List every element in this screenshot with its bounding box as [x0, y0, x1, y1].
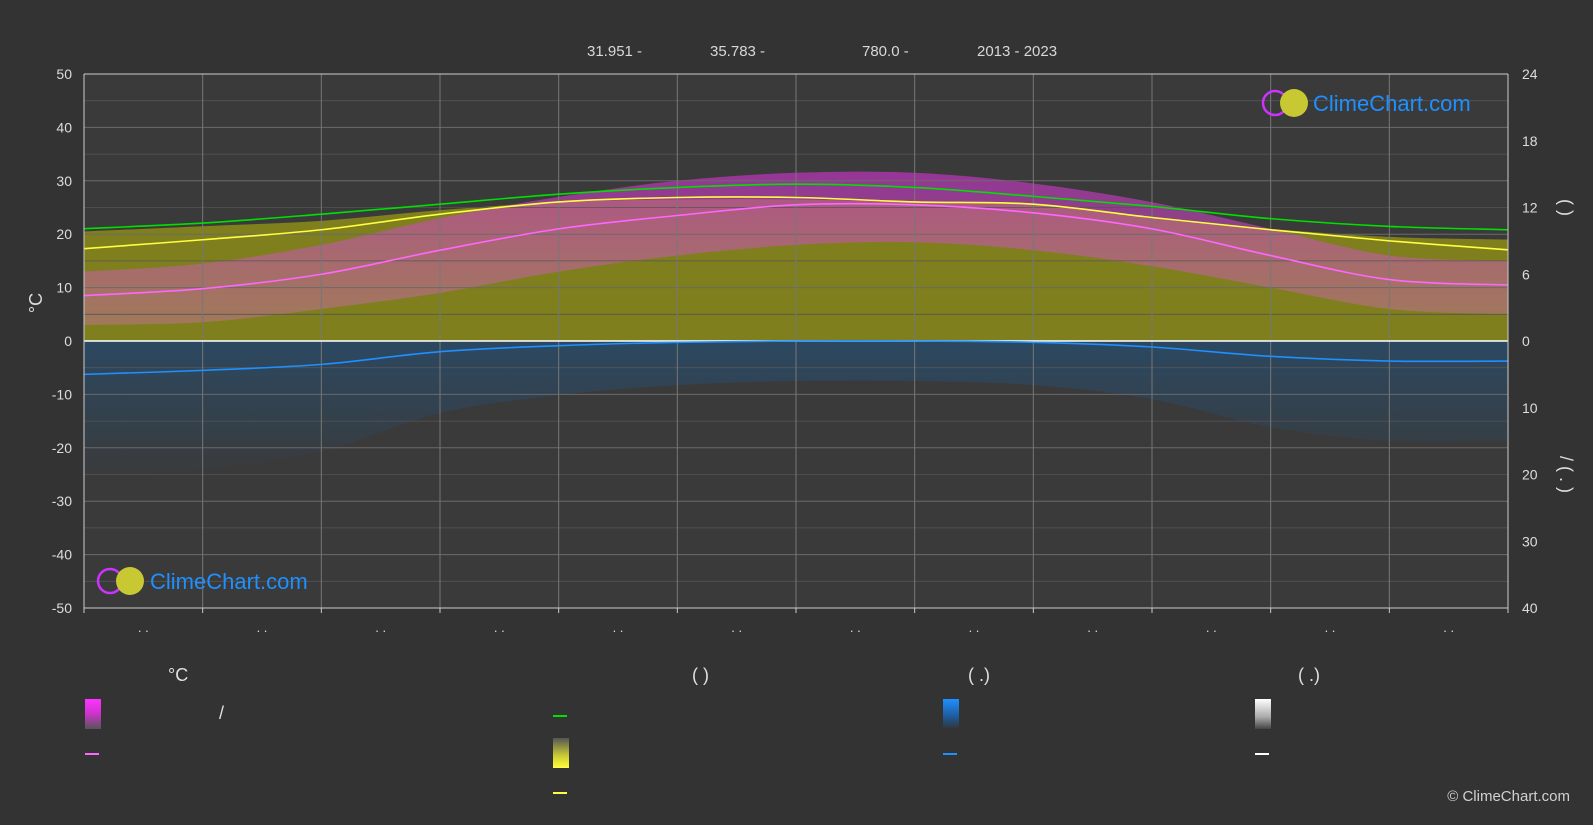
legend-snow-swatch: [1255, 699, 1271, 729]
x-tick-label: . .: [613, 620, 624, 635]
y-right-top-tick-label: 24: [1522, 66, 1538, 82]
y-left-tick-label: 30: [56, 173, 72, 189]
y-right-bottom-tick-label: 20: [1522, 467, 1538, 483]
y-left-tick-label: -50: [52, 600, 72, 616]
logo-top-text: ClimeChart.com: [1313, 91, 1471, 116]
legend-snow-line-swatch: [1255, 753, 1269, 755]
series-line-sunshine: [84, 196, 1508, 251]
y-left-tick-label: -30: [52, 493, 72, 509]
y-left-axis-label: °C: [26, 293, 46, 313]
series-line-avg_temp: [84, 202, 1508, 297]
logo-bottom: ClimeChart.com: [96, 567, 308, 595]
logo-top: ClimeChart.com: [1261, 89, 1471, 117]
legend-sunshine-line-swatch: [553, 792, 567, 794]
legend-temp-heading: °C: [168, 665, 189, 685]
x-tick-label: . .: [850, 620, 861, 635]
y-right-top-tick-label: 6: [1522, 266, 1530, 282]
legend-sunshine-swatch: [553, 738, 569, 768]
y-right-top-tick-label: 0: [1522, 333, 1530, 349]
logo-bottom-text: ClimeChart.com: [150, 569, 308, 594]
y-right-top-axis-label: ( ): [1556, 199, 1576, 216]
y-right-top-tick-label: 18: [1522, 133, 1538, 149]
y-left-tick-label: 50: [56, 66, 72, 82]
header-latitude: 31.951 -: [587, 43, 643, 60]
x-tick-label: . .: [494, 620, 505, 635]
legend-temp-slash: /: [219, 703, 225, 723]
x-tick-label: . .: [1325, 620, 1336, 635]
legend-rain-swatch: [943, 699, 959, 729]
chart-lines: [84, 183, 1508, 376]
y-left-tick-label: -40: [52, 547, 72, 563]
legend-temp-range-swatch: [85, 699, 101, 729]
y-left-tick-label: 40: [56, 119, 72, 135]
x-tick-label: . .: [1206, 620, 1217, 635]
x-tick-label: . .: [731, 620, 742, 635]
y-left-tick-label: -10: [52, 386, 72, 402]
copyright: © ClimeChart.com: [1447, 788, 1570, 805]
legend-sun-heading: ( ): [692, 665, 709, 685]
y-left-tick-label: -20: [52, 440, 72, 456]
legend-daylight-swatch: [553, 715, 567, 717]
y-right-bottom-tick-label: 40: [1522, 600, 1538, 616]
chart-axes: 50 40 30 20 10 0 -10 -20 -30 -40 -50 °C 24 18 12 6 0 10 20…: [26, 66, 1576, 635]
header-elevation: 780.0 -: [862, 43, 909, 60]
x-tick-label: . .: [257, 620, 268, 635]
legend-snow-heading: ( .): [1298, 665, 1320, 685]
legend-rain-line-swatch: [943, 753, 957, 755]
x-tick-label: . .: [138, 620, 149, 635]
x-tick-label: . .: [375, 620, 386, 635]
y-left-tick-label: 10: [56, 280, 72, 296]
legend-rain-heading: ( .): [968, 665, 990, 685]
y-left-tick-label: 20: [56, 226, 72, 242]
climate-chart: 50 40 30 20 10 0 -10 -20 -30 -40 -50 °C 24 18 12 6 0 10 20…: [26, 66, 1576, 635]
x-tick-label: . .: [1087, 620, 1098, 635]
y-left-tick-label: 0: [64, 333, 72, 349]
y-right-top-tick-label: 12: [1522, 200, 1538, 216]
header-years: 2013 - 2023: [977, 43, 1058, 60]
logo-sun-icon: [1280, 89, 1308, 117]
series-line-precip: [84, 340, 1508, 376]
x-tick-label: . .: [1443, 620, 1454, 635]
header-longitude: 35.783 -: [710, 43, 766, 60]
series-line-daylight: [84, 183, 1508, 231]
y-right-bottom-tick-label: 10: [1522, 400, 1538, 416]
y-right-bottom-axis-label: / ( . ): [1556, 456, 1576, 493]
legend-avg-temp-swatch: [85, 753, 99, 755]
y-right-bottom-tick-label: 30: [1522, 533, 1538, 549]
logo-sun-icon: [116, 567, 144, 595]
x-tick-label: . .: [969, 620, 980, 635]
